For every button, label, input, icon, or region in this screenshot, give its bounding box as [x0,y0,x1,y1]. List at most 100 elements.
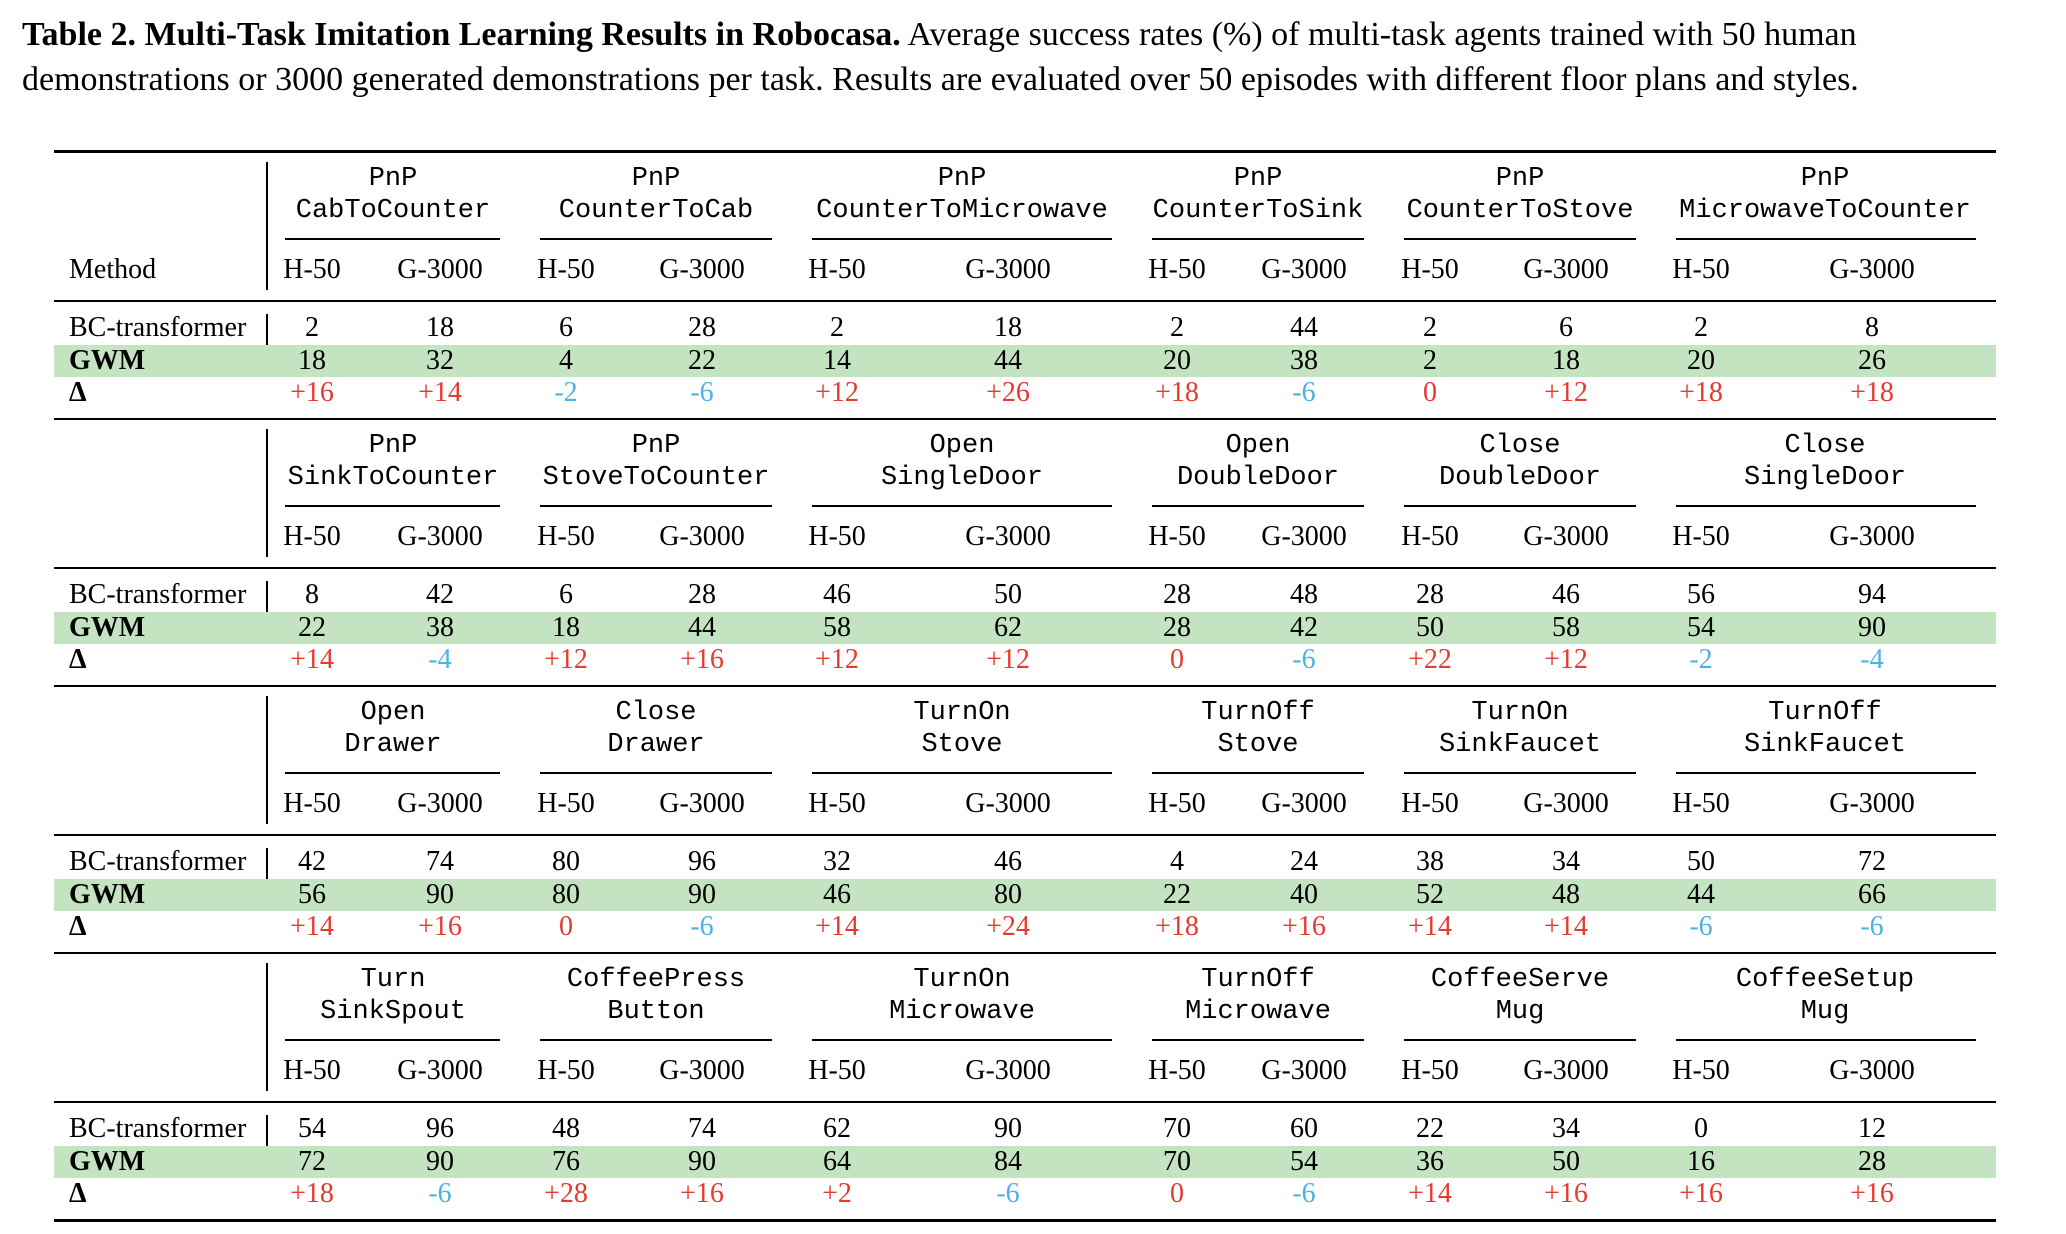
delta-value: +24 [986,911,1030,942]
bc-transformer-value: 24 [1290,846,1318,877]
row-label-delta: Δ [69,911,87,942]
task-name-line1: PnP [368,164,418,194]
delta-value: +16 [1544,1178,1588,1209]
task-group-underline [285,772,500,774]
task-group-underline [1676,505,1976,507]
gwm-value: 84 [994,1146,1022,1177]
bc-transformer-value: 46 [823,579,851,610]
bc-transformer-value: 96 [426,1113,454,1144]
task-name-line1: CoffeeSetup [1735,965,1915,995]
bc-transformer-value: 2 [1170,312,1184,343]
sub-header-g3000: G-3000 [659,1055,745,1086]
delta-value: -6 [690,377,714,408]
gwm-value: 18 [298,345,326,376]
caption-title: Multi-Task Imitation Learning Results in… [144,16,901,53]
delta-value: +14 [815,911,859,942]
delta-value: -4 [1860,644,1884,675]
bc-transformer-value: 62 [823,1113,851,1144]
task-name-line2: Mug [1495,997,1545,1027]
bc-transformer-value: 38 [1416,846,1444,877]
gwm-value: 80 [994,879,1022,910]
task-name-line1: TurnOff [1768,698,1882,728]
data-vertical-rule [266,1115,268,1173]
sub-header-h50: H-50 [1148,788,1206,819]
task-group-underline [1676,238,1976,240]
bc-transformer-value: 22 [1416,1113,1444,1144]
bc-transformer-value: 18 [426,312,454,343]
delta-value: +2 [822,1178,852,1209]
task-name-line2: Stove [921,730,1003,760]
sub-header-g3000: G-3000 [1523,1055,1609,1086]
sub-header-g3000: G-3000 [1829,521,1915,552]
task-name-line2: CounterToStove [1406,196,1634,226]
sub-header-g3000: G-3000 [397,521,483,552]
sub-header-h50: H-50 [283,788,341,819]
sub-header-h50: H-50 [537,1055,595,1086]
sub-header-h50: H-50 [808,521,866,552]
task-name-line1: Open [360,698,426,728]
task-group-underline [812,772,1112,774]
gwm-value: 22 [688,345,716,376]
sub-header-g3000: G-3000 [1261,1055,1347,1086]
sub-header-g3000: G-3000 [1523,254,1609,285]
delta-value: -6 [1689,911,1713,942]
task-group-underline [1404,1039,1636,1041]
bc-transformer-value: 8 [305,579,319,610]
bc-transformer-value: 8 [1865,312,1879,343]
task-name-line1: PnP [1495,164,1545,194]
bc-transformer-value: 54 [298,1113,326,1144]
sub-header-g3000: G-3000 [1829,788,1915,819]
task-name-line2: StoveToCounter [542,463,770,493]
task-name-line2: Stove [1217,730,1299,760]
bc-transformer-value: 6 [559,312,573,343]
task-name-line2: Button [607,997,705,1027]
delta-value: +12 [1544,644,1588,675]
gwm-value: 22 [298,612,326,643]
task-group-underline [1152,505,1364,507]
gwm-value: 16 [1687,1146,1715,1177]
gwm-value: 38 [426,612,454,643]
bc-transformer-value: 6 [559,579,573,610]
task-group-underline [540,505,772,507]
sub-header-h50: H-50 [1672,788,1730,819]
sub-header-g3000: G-3000 [1523,521,1609,552]
gwm-value: 76 [552,1146,580,1177]
gwm-value: 90 [688,1146,716,1177]
bc-transformer-value: 42 [426,579,454,610]
row-label-gwm: GWM [69,1146,146,1177]
task-group-underline [812,505,1112,507]
task-group-underline [285,238,500,240]
task-name-line2: SinkToCounter [287,463,499,493]
row-label-bc-transformer: BC-transformer [69,846,247,877]
task-name-line2: SingleDoor [880,463,1044,493]
bc-transformer-value: 2 [830,312,844,343]
table-bottom-rule [54,1219,1996,1222]
block-separator-rule [54,418,1996,420]
delta-value: +18 [1155,377,1199,408]
header-vertical-rule [266,963,268,1091]
task-name-line2: CounterToSink [1152,196,1364,226]
row-label-bc-transformer: BC-transformer [69,312,247,343]
sub-header-h50: H-50 [537,254,595,285]
delta-value: +18 [1679,377,1723,408]
task-name-line1: PnP [1233,164,1283,194]
sub-header-h50: H-50 [1401,254,1459,285]
bc-transformer-value: 2 [1423,312,1437,343]
gwm-value: 48 [1552,879,1580,910]
sub-header-g3000: G-3000 [1261,254,1347,285]
task-name-line1: Close [1479,431,1561,461]
gwm-value: 54 [1290,1146,1318,1177]
gwm-value: 44 [688,612,716,643]
task-group-underline [540,772,772,774]
bc-transformer-value: 34 [1552,1113,1580,1144]
gwm-value: 18 [1552,345,1580,376]
bc-transformer-value: 32 [823,846,851,877]
sub-header-g3000: G-3000 [659,521,745,552]
task-name-line1: Open [1225,431,1291,461]
sub-header-g3000: G-3000 [659,254,745,285]
sub-header-g3000: G-3000 [1261,521,1347,552]
gwm-value: 54 [1687,612,1715,643]
gwm-value: 52 [1416,879,1444,910]
task-name-line2: CounterToMicrowave [816,196,1108,226]
